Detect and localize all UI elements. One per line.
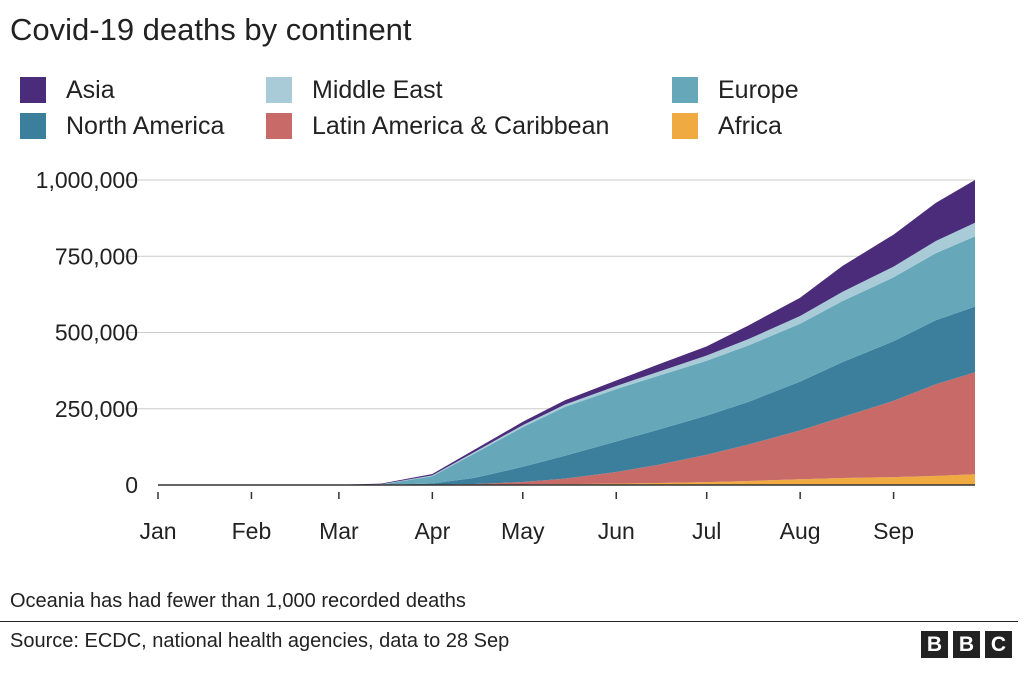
chart-title: Covid-19 deaths by continent	[10, 12, 412, 47]
legend-label-africa: Africa	[718, 111, 782, 140]
legend-label-middle-east: Middle East	[312, 75, 443, 104]
x-tick-label: Jun	[598, 518, 635, 544]
area-north-america	[158, 306, 975, 485]
x-tick-label: Mar	[319, 518, 359, 544]
legend-item-asia: Asia	[20, 76, 115, 104]
legend-label-latin-america: Latin America & Caribbean	[312, 111, 610, 140]
footer-divider	[0, 621, 1018, 622]
stacked-area-chart: Jan Feb Mar Apr May Jun Jul Aug Sep 0 250,000 500,…	[36, 167, 975, 544]
area-latin-america-caribbean	[158, 372, 975, 485]
source-text: Source: ECDC, national health agencies, …	[10, 630, 510, 652]
legend-item-north-america: North America	[20, 112, 224, 140]
y-axis: 0 250,000 500,000 750,000 1,000,000	[36, 167, 138, 498]
bbc-logo-letter: C	[985, 631, 1012, 658]
legend-item-middle-east: Middle East	[266, 76, 443, 104]
y-tick-label: 750,000	[55, 243, 138, 269]
legend-swatch-asia	[20, 77, 46, 103]
legend-item-europe: Europe	[672, 76, 799, 104]
y-tick-label: 1,000,000	[36, 167, 138, 193]
area-series	[158, 180, 975, 485]
legend-item-africa: Africa	[672, 112, 782, 140]
area-europe	[158, 236, 975, 485]
legend-label-asia: Asia	[66, 75, 115, 104]
x-tick-label: Apr	[414, 518, 450, 544]
bbc-logo-letter: B	[921, 631, 948, 658]
legend-swatch-africa	[672, 113, 698, 139]
area-africa	[158, 474, 975, 485]
legend-label-north-america: North America	[66, 111, 225, 140]
legend-swatch-north-america	[20, 113, 46, 139]
legend-swatch-europe	[672, 77, 698, 103]
legend-label-europe: Europe	[718, 75, 799, 104]
x-tick-label: Sep	[873, 518, 914, 544]
bbc-logo-letter: B	[953, 631, 980, 658]
x-tick-label: Jan	[139, 518, 176, 544]
y-tick-label: 0	[125, 472, 138, 498]
footnote: Oceania has had fewer than 1,000 recorde…	[10, 590, 466, 612]
x-tick-label: Jul	[692, 518, 721, 544]
legend-swatch-middle-east	[266, 77, 292, 103]
bbc-logo: B B C	[921, 631, 1012, 658]
legend-item-latin-america: Latin America & Caribbean	[266, 112, 609, 140]
legend-swatch-latin-america	[266, 113, 292, 139]
y-tick-label: 250,000	[55, 396, 138, 422]
x-tick-label: Feb	[232, 518, 272, 544]
x-tick-label: May	[501, 518, 545, 544]
x-tick-label: Aug	[780, 518, 821, 544]
x-axis: Jan Feb Mar Apr May Jun Jul Aug Sep	[139, 484, 975, 544]
y-tick-label: 500,000	[55, 320, 138, 346]
